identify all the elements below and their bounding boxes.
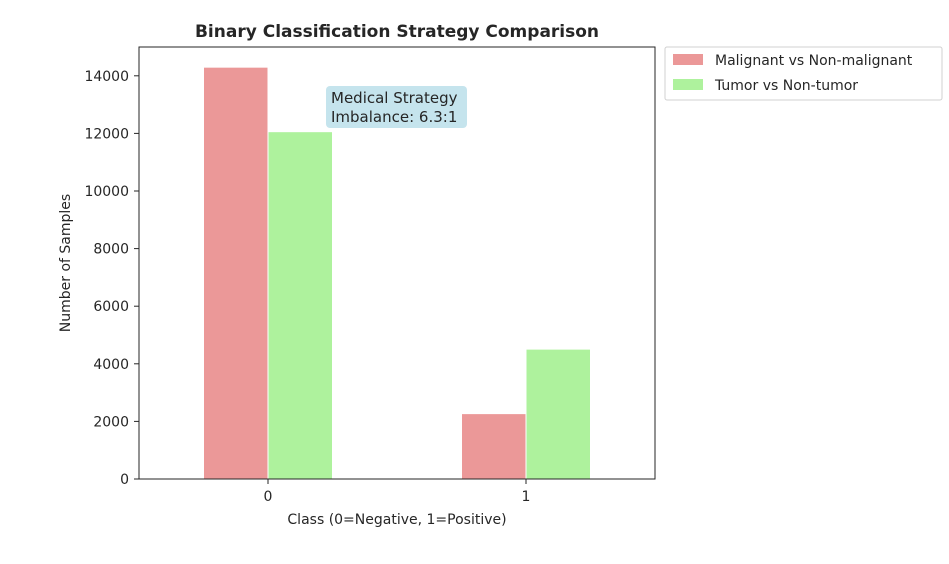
- legend-swatch-tumor: [673, 79, 703, 90]
- chart-title: Binary Classification Strategy Compariso…: [195, 22, 599, 42]
- y-tick-label: 6000: [93, 299, 129, 315]
- x-tick-label: 0: [264, 489, 273, 505]
- plot-frame: [138, 46, 656, 480]
- y-tick-label: 0: [120, 472, 129, 488]
- y-axis-label: Number of Samples: [58, 194, 74, 332]
- bars-group: [203, 66, 591, 480]
- x-axis-label: Class (0=Negative, 1=Positive): [287, 512, 506, 528]
- y-tick-label: 12000: [84, 126, 129, 142]
- legend: Malignant vs Non-malignant Tumor vs Non-…: [664, 46, 943, 101]
- x-tick-label: 1: [522, 489, 531, 505]
- legend-swatch-malignant: [673, 54, 703, 65]
- bar-series-1-class-0: [267, 131, 333, 480]
- annotation-background: [326, 86, 467, 128]
- annotation-box: Medical Strategy Imbalance: 6.3:1: [326, 86, 467, 128]
- y-axis-ticks: 0 2000 4000 6000 8000 10000 12000 14000: [84, 69, 139, 488]
- legend-label-tumor: Tumor vs Non-tumor: [714, 78, 858, 94]
- y-tick-label: 14000: [84, 69, 129, 85]
- legend-frame: [664, 46, 943, 101]
- y-tick-label: 10000: [84, 184, 129, 200]
- bar-series-0-class-1: [461, 413, 527, 480]
- bar-series-0-class-0: [203, 66, 269, 480]
- legend-label-malignant: Malignant vs Non-malignant: [715, 53, 913, 69]
- bar-series-1-class-1: [525, 348, 591, 480]
- annotation-line-2: Imbalance: 6.3:1: [331, 108, 457, 126]
- y-tick-label: 8000: [93, 242, 129, 258]
- y-tick-label: 4000: [93, 357, 129, 373]
- annotation-line-1: Medical Strategy: [331, 89, 458, 107]
- y-tick-label: 2000: [93, 414, 129, 430]
